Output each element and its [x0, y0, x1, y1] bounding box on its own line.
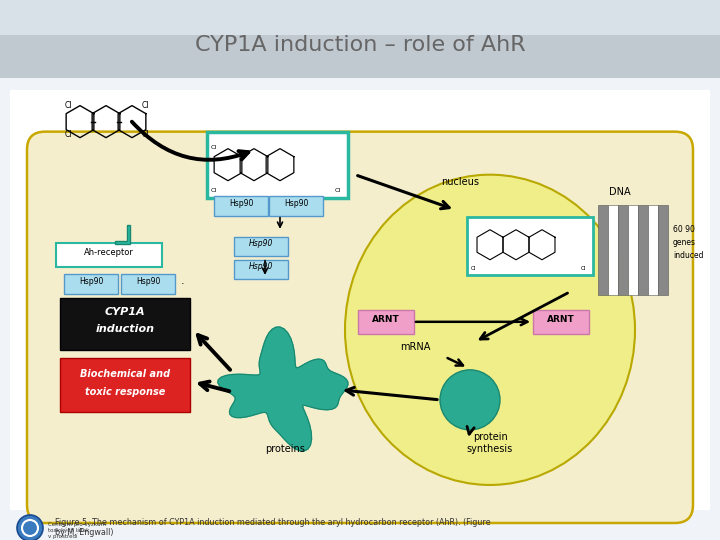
Text: Cl: Cl	[471, 266, 476, 271]
Text: protein
synthesis: protein synthesis	[467, 433, 513, 454]
Text: Cl: Cl	[581, 266, 586, 271]
Ellipse shape	[345, 174, 635, 485]
Text: CYP1A induction – role of AhR: CYP1A induction – role of AhR	[194, 36, 526, 56]
Text: induced: induced	[673, 251, 703, 260]
Circle shape	[440, 370, 500, 430]
Bar	[658, 205, 668, 295]
FancyBboxPatch shape	[358, 310, 414, 334]
FancyBboxPatch shape	[64, 274, 118, 294]
Bar	[0, 0, 720, 35]
Text: ARNT: ARNT	[372, 315, 400, 324]
Bar	[628, 205, 638, 295]
FancyBboxPatch shape	[234, 260, 288, 279]
Bar	[60, 358, 190, 412]
FancyBboxPatch shape	[214, 195, 268, 215]
FancyBboxPatch shape	[56, 243, 162, 267]
Bar	[638, 205, 648, 295]
Text: mRNA: mRNA	[400, 342, 430, 352]
Text: 60 90: 60 90	[673, 225, 695, 234]
Bar	[648, 205, 658, 295]
Bar	[618, 205, 628, 295]
Bar	[60, 298, 190, 350]
Text: Ah-receptor: Ah-receptor	[84, 248, 134, 256]
Text: Cl: Cl	[335, 188, 341, 193]
Text: .: .	[181, 276, 185, 286]
Text: induction: induction	[96, 324, 155, 334]
Text: Hsp90: Hsp90	[136, 277, 160, 286]
Text: genes: genes	[673, 238, 696, 247]
Polygon shape	[218, 327, 348, 451]
Text: nucleus: nucleus	[441, 177, 479, 187]
Text: Cl: Cl	[211, 188, 217, 193]
FancyBboxPatch shape	[27, 132, 693, 523]
FancyBboxPatch shape	[121, 274, 175, 294]
Text: Biochemical and: Biochemical and	[80, 369, 170, 379]
Text: proteins: proteins	[265, 444, 305, 454]
Text: Cl: Cl	[65, 100, 73, 110]
Text: Hsp90: Hsp90	[249, 239, 273, 248]
Text: DNA: DNA	[609, 187, 631, 197]
Text: Hsp90: Hsp90	[284, 199, 308, 208]
FancyBboxPatch shape	[467, 217, 593, 275]
Text: ARNT: ARNT	[547, 315, 575, 324]
Text: v prostředí: v prostředí	[48, 534, 78, 539]
Text: Cl: Cl	[142, 100, 150, 110]
FancyBboxPatch shape	[269, 195, 323, 215]
Text: Hsp90: Hsp90	[78, 277, 103, 286]
Text: Figure 5. The mechanism of CYP1A induction mediated through the aryl hydrocarbon: Figure 5. The mechanism of CYP1A inducti…	[55, 518, 490, 537]
Text: Cl: Cl	[211, 145, 217, 150]
Text: toxic response: toxic response	[85, 387, 165, 397]
Text: Cl: Cl	[65, 130, 73, 139]
Text: Centrum pro výzkum: Centrum pro výzkum	[48, 522, 106, 528]
Text: Hsp90: Hsp90	[249, 262, 273, 271]
Circle shape	[17, 515, 43, 540]
Polygon shape	[115, 225, 130, 244]
FancyBboxPatch shape	[234, 237, 288, 256]
FancyBboxPatch shape	[207, 132, 348, 198]
Bar	[598, 205, 608, 295]
Text: CYP1A: CYP1A	[104, 307, 145, 317]
Text: Hsp90: Hsp90	[229, 199, 253, 208]
Bar	[608, 205, 618, 295]
Text: Cl: Cl	[142, 130, 150, 139]
FancyBboxPatch shape	[533, 310, 589, 334]
Text: toxických látek: toxických látek	[48, 528, 89, 534]
